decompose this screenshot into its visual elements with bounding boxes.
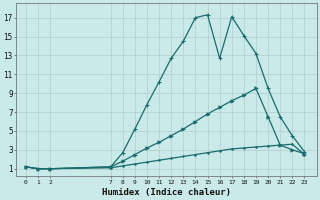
X-axis label: Humidex (Indice chaleur): Humidex (Indice chaleur)	[102, 188, 231, 197]
